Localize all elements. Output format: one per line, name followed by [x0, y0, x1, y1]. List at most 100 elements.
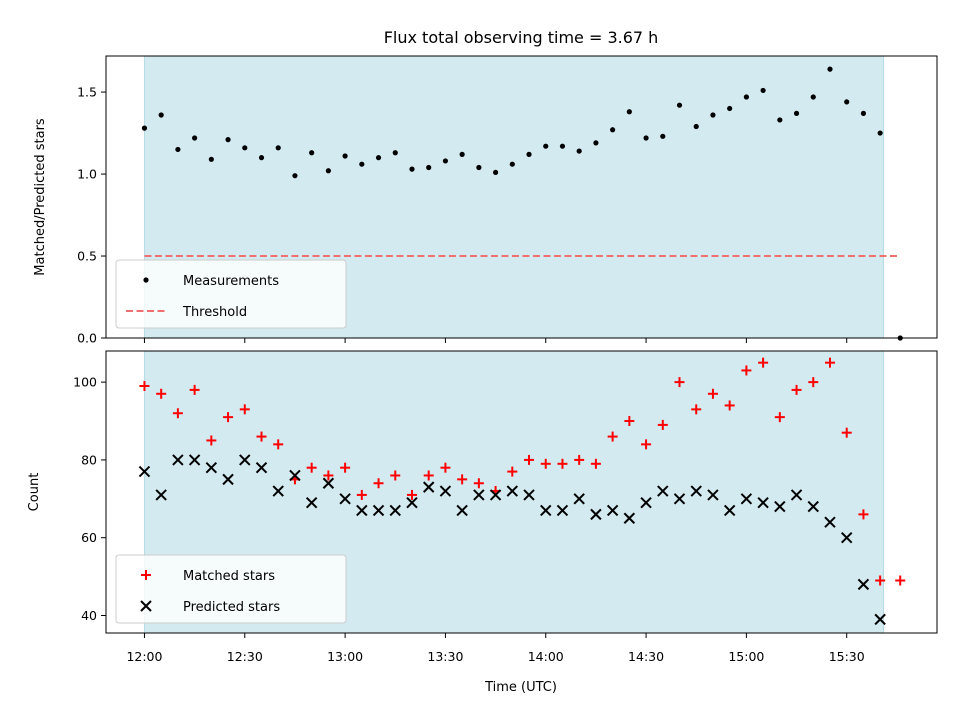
- plus-data-point: [895, 575, 906, 586]
- dot-data-point: [359, 161, 365, 167]
- plus-data-point: [507, 466, 518, 477]
- y-tick-label: 100: [73, 375, 97, 390]
- cross-data-point: [489, 489, 502, 501]
- dot-data-point: [158, 112, 164, 118]
- x-tick-label: 13:00: [327, 649, 363, 664]
- dot-data-point: [275, 145, 281, 151]
- x-tick-label: 15:30: [829, 649, 865, 664]
- cross-data-point: [723, 504, 736, 517]
- plus-data-point: [139, 381, 150, 392]
- plus-data-point: [741, 365, 752, 376]
- cross-data-point: [707, 489, 719, 501]
- cross-data-point: [372, 504, 385, 517]
- plus-data-point: [206, 435, 217, 446]
- plus-data-point: [724, 400, 735, 411]
- cross-data-point-b: [757, 496, 769, 509]
- count-panel-ticks: 40 60 80 100 12:00 12:30 13:00 13:30 14:00 14:30 1…: [73, 375, 865, 664]
- cross-data-point-b: [322, 477, 335, 489]
- cross-data-point-b: [556, 504, 569, 517]
- cross-data-point-b: [289, 469, 301, 482]
- dot-data-point: [392, 150, 398, 156]
- cross-data-point-b: [356, 504, 368, 517]
- cross-data-point-b: [389, 504, 401, 517]
- dot-data-point: [793, 110, 800, 116]
- y-tick-label: 60: [81, 530, 97, 545]
- dot-data-point: [242, 145, 248, 151]
- dot-data-point: [409, 166, 415, 172]
- dot-data-point: [225, 137, 231, 143]
- cross-data-point: [590, 508, 602, 521]
- cross-data-point-b: [205, 461, 218, 474]
- dot-data-point: [559, 143, 566, 149]
- cross-data-point-b: [623, 512, 636, 524]
- dot-data-point: [292, 173, 298, 179]
- cross-data-point: [255, 461, 268, 474]
- cross-data-point-b: [239, 454, 251, 466]
- dot-data-point: [760, 87, 766, 94]
- y-tick-label: 0.0: [77, 331, 97, 346]
- cross-data-point: [155, 489, 167, 501]
- plus-data-point: [156, 388, 167, 399]
- cross-data-point: [138, 465, 151, 478]
- cross-data-point: [874, 613, 886, 626]
- cross-data-point-b: [489, 489, 502, 501]
- cross-data-point-b: [172, 454, 184, 466]
- cross-data-point: [807, 500, 819, 513]
- plus-data-point: [406, 489, 417, 500]
- plus-data-point: [323, 470, 334, 481]
- cross-data-point: [473, 489, 485, 501]
- count-panel-marks: [138, 351, 906, 633]
- plus-data-point: [473, 478, 484, 489]
- cross-data-point: [506, 485, 519, 497]
- chart-title: Flux total observing time = 3.67 h: [384, 28, 659, 47]
- cross-data-point-b: [573, 493, 585, 505]
- cross-data-point-b: [774, 500, 786, 513]
- cross-data-point-b: [305, 496, 318, 509]
- ratio-panel: 0.0 0.5 1.0 1.5 Matched/Predicted stars Mea…: [33, 55, 938, 346]
- cross-data-point: [824, 516, 836, 528]
- legend-box: [115, 554, 347, 624]
- dot-data-point: [526, 151, 532, 157]
- cross-data-point: [673, 493, 686, 505]
- dot-data-point: [426, 164, 432, 171]
- x-tick-label: 12:30: [227, 649, 263, 664]
- dot-data-point: [375, 155, 382, 161]
- ratio-y-axis-label: Matched/Predicted stars: [33, 118, 48, 276]
- cross-data-point: [540, 504, 552, 517]
- cross-data-point-b: [673, 493, 686, 505]
- cross-data-point-b: [155, 489, 167, 501]
- dot-data-point: [743, 94, 749, 100]
- dot-data-point: [676, 102, 683, 108]
- count-panel-frame: [105, 350, 938, 634]
- cross-data-point: [289, 469, 301, 482]
- cross-data-point-b: [456, 504, 468, 517]
- cross-data-point: [456, 504, 468, 517]
- legend-label: Predicted stars: [183, 600, 280, 615]
- plus-data-point: [423, 470, 434, 481]
- plus-data-point: [657, 419, 668, 430]
- cross-data-point-b: [222, 473, 234, 486]
- legend-label: Matched stars: [183, 569, 275, 584]
- dot-data-point: [610, 127, 616, 133]
- dot-data-point: [192, 135, 198, 141]
- x-axis-label: Time (UTC): [484, 680, 557, 695]
- dot-data-point: [509, 161, 515, 167]
- ratio-panel-ticks: 0.0 0.5 1.0 1.5: [77, 85, 848, 346]
- cross-data-point: [339, 493, 351, 505]
- cross-data-point: [757, 496, 769, 509]
- cross-data-point: [774, 500, 786, 513]
- plus-data-point: [356, 489, 367, 500]
- count-legend: Matched stars Predicted stars: [115, 554, 347, 624]
- plus-data-point: [340, 462, 351, 473]
- ratio-panel-frame: [105, 55, 938, 339]
- cross-data-point: [239, 454, 251, 466]
- plus-data-point: [624, 416, 635, 427]
- plus-data-point: [390, 470, 401, 481]
- plus-data-point: [373, 478, 384, 489]
- legend-label: Threshold: [182, 305, 247, 320]
- plus-data-point: [758, 357, 769, 368]
- cross-data-point-b: [824, 516, 836, 528]
- cross-data-point-b: [657, 485, 669, 497]
- cross-data-point-b: [339, 493, 351, 505]
- cross-data-point-b: [473, 489, 485, 501]
